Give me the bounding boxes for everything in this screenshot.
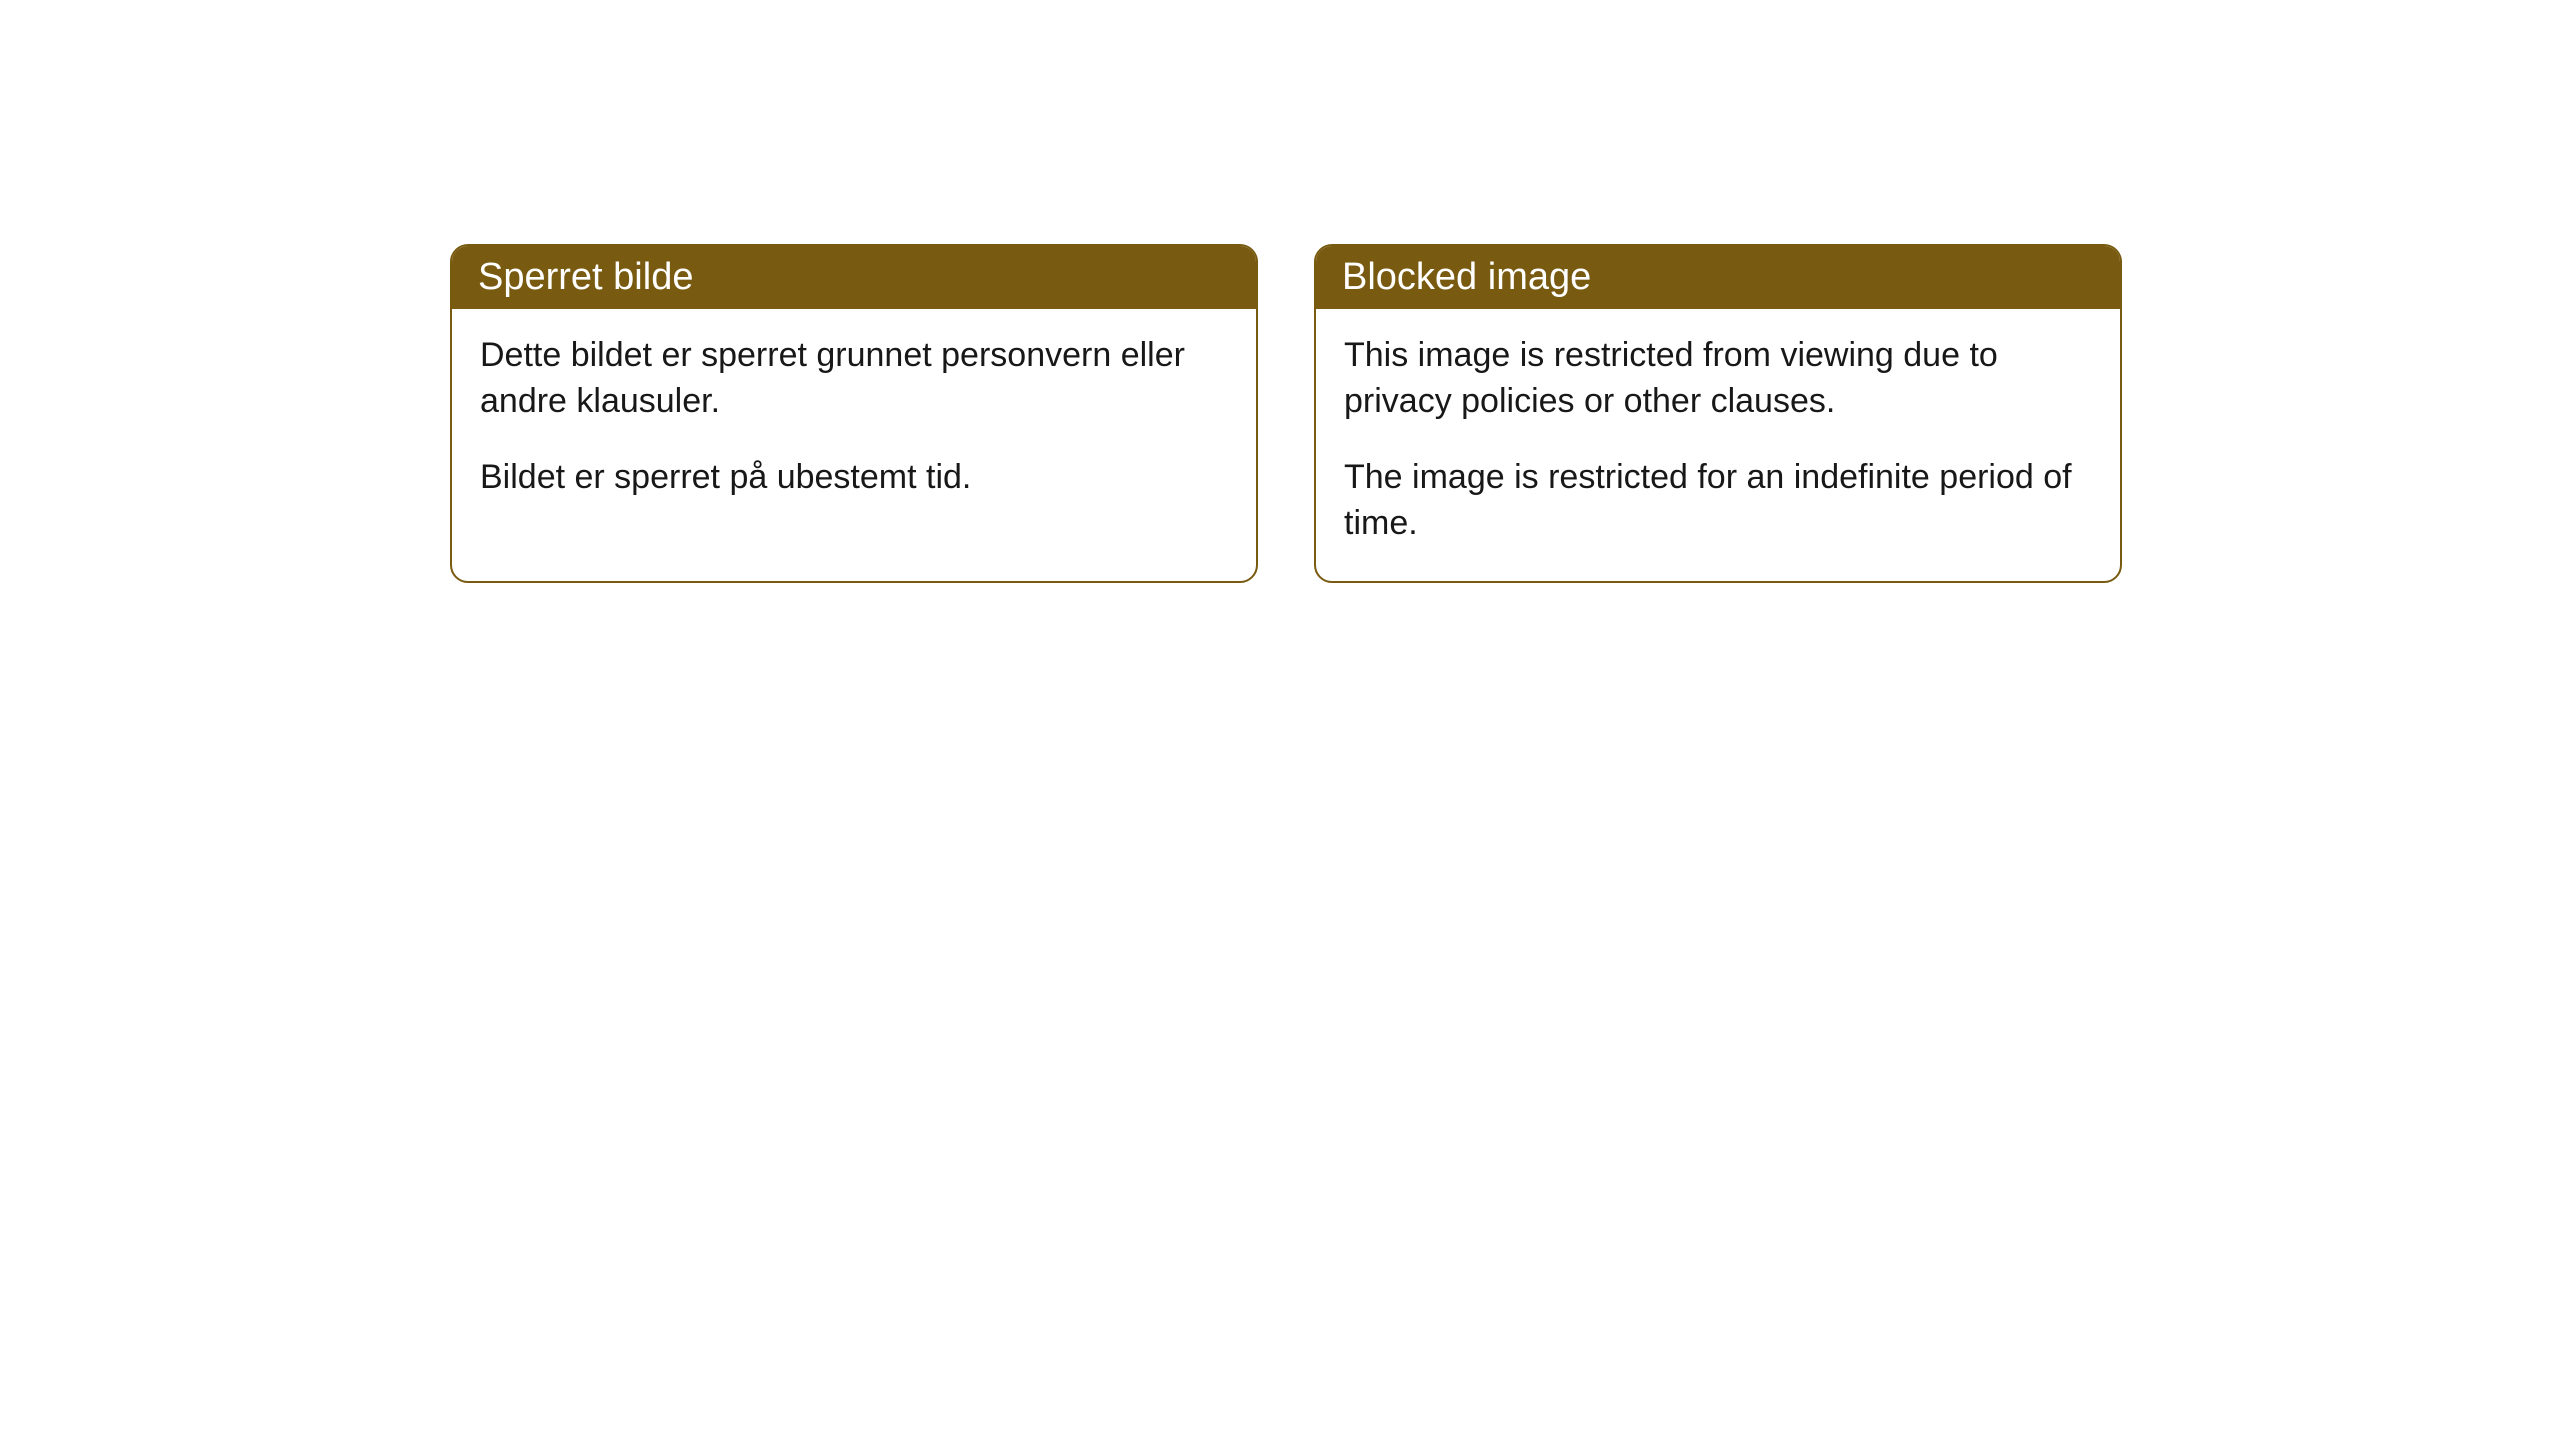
- notice-cards-container: Sperret bilde Dette bildet er sperret gr…: [0, 0, 2560, 583]
- card-body-norwegian: Dette bildet er sperret grunnet personve…: [452, 309, 1256, 535]
- card-paragraph-2-norwegian: Bildet er sperret på ubestemt tid.: [480, 455, 1228, 501]
- card-header-english: Blocked image: [1316, 246, 2120, 309]
- card-body-english: This image is restricted from viewing du…: [1316, 309, 2120, 581]
- blocked-image-card-norwegian: Sperret bilde Dette bildet er sperret gr…: [450, 244, 1258, 583]
- card-paragraph-2-english: The image is restricted for an indefinit…: [1344, 455, 2092, 547]
- card-paragraph-1-english: This image is restricted from viewing du…: [1344, 333, 2092, 425]
- blocked-image-card-english: Blocked image This image is restricted f…: [1314, 244, 2122, 583]
- card-header-norwegian: Sperret bilde: [452, 246, 1256, 309]
- card-paragraph-1-norwegian: Dette bildet er sperret grunnet personve…: [480, 333, 1228, 425]
